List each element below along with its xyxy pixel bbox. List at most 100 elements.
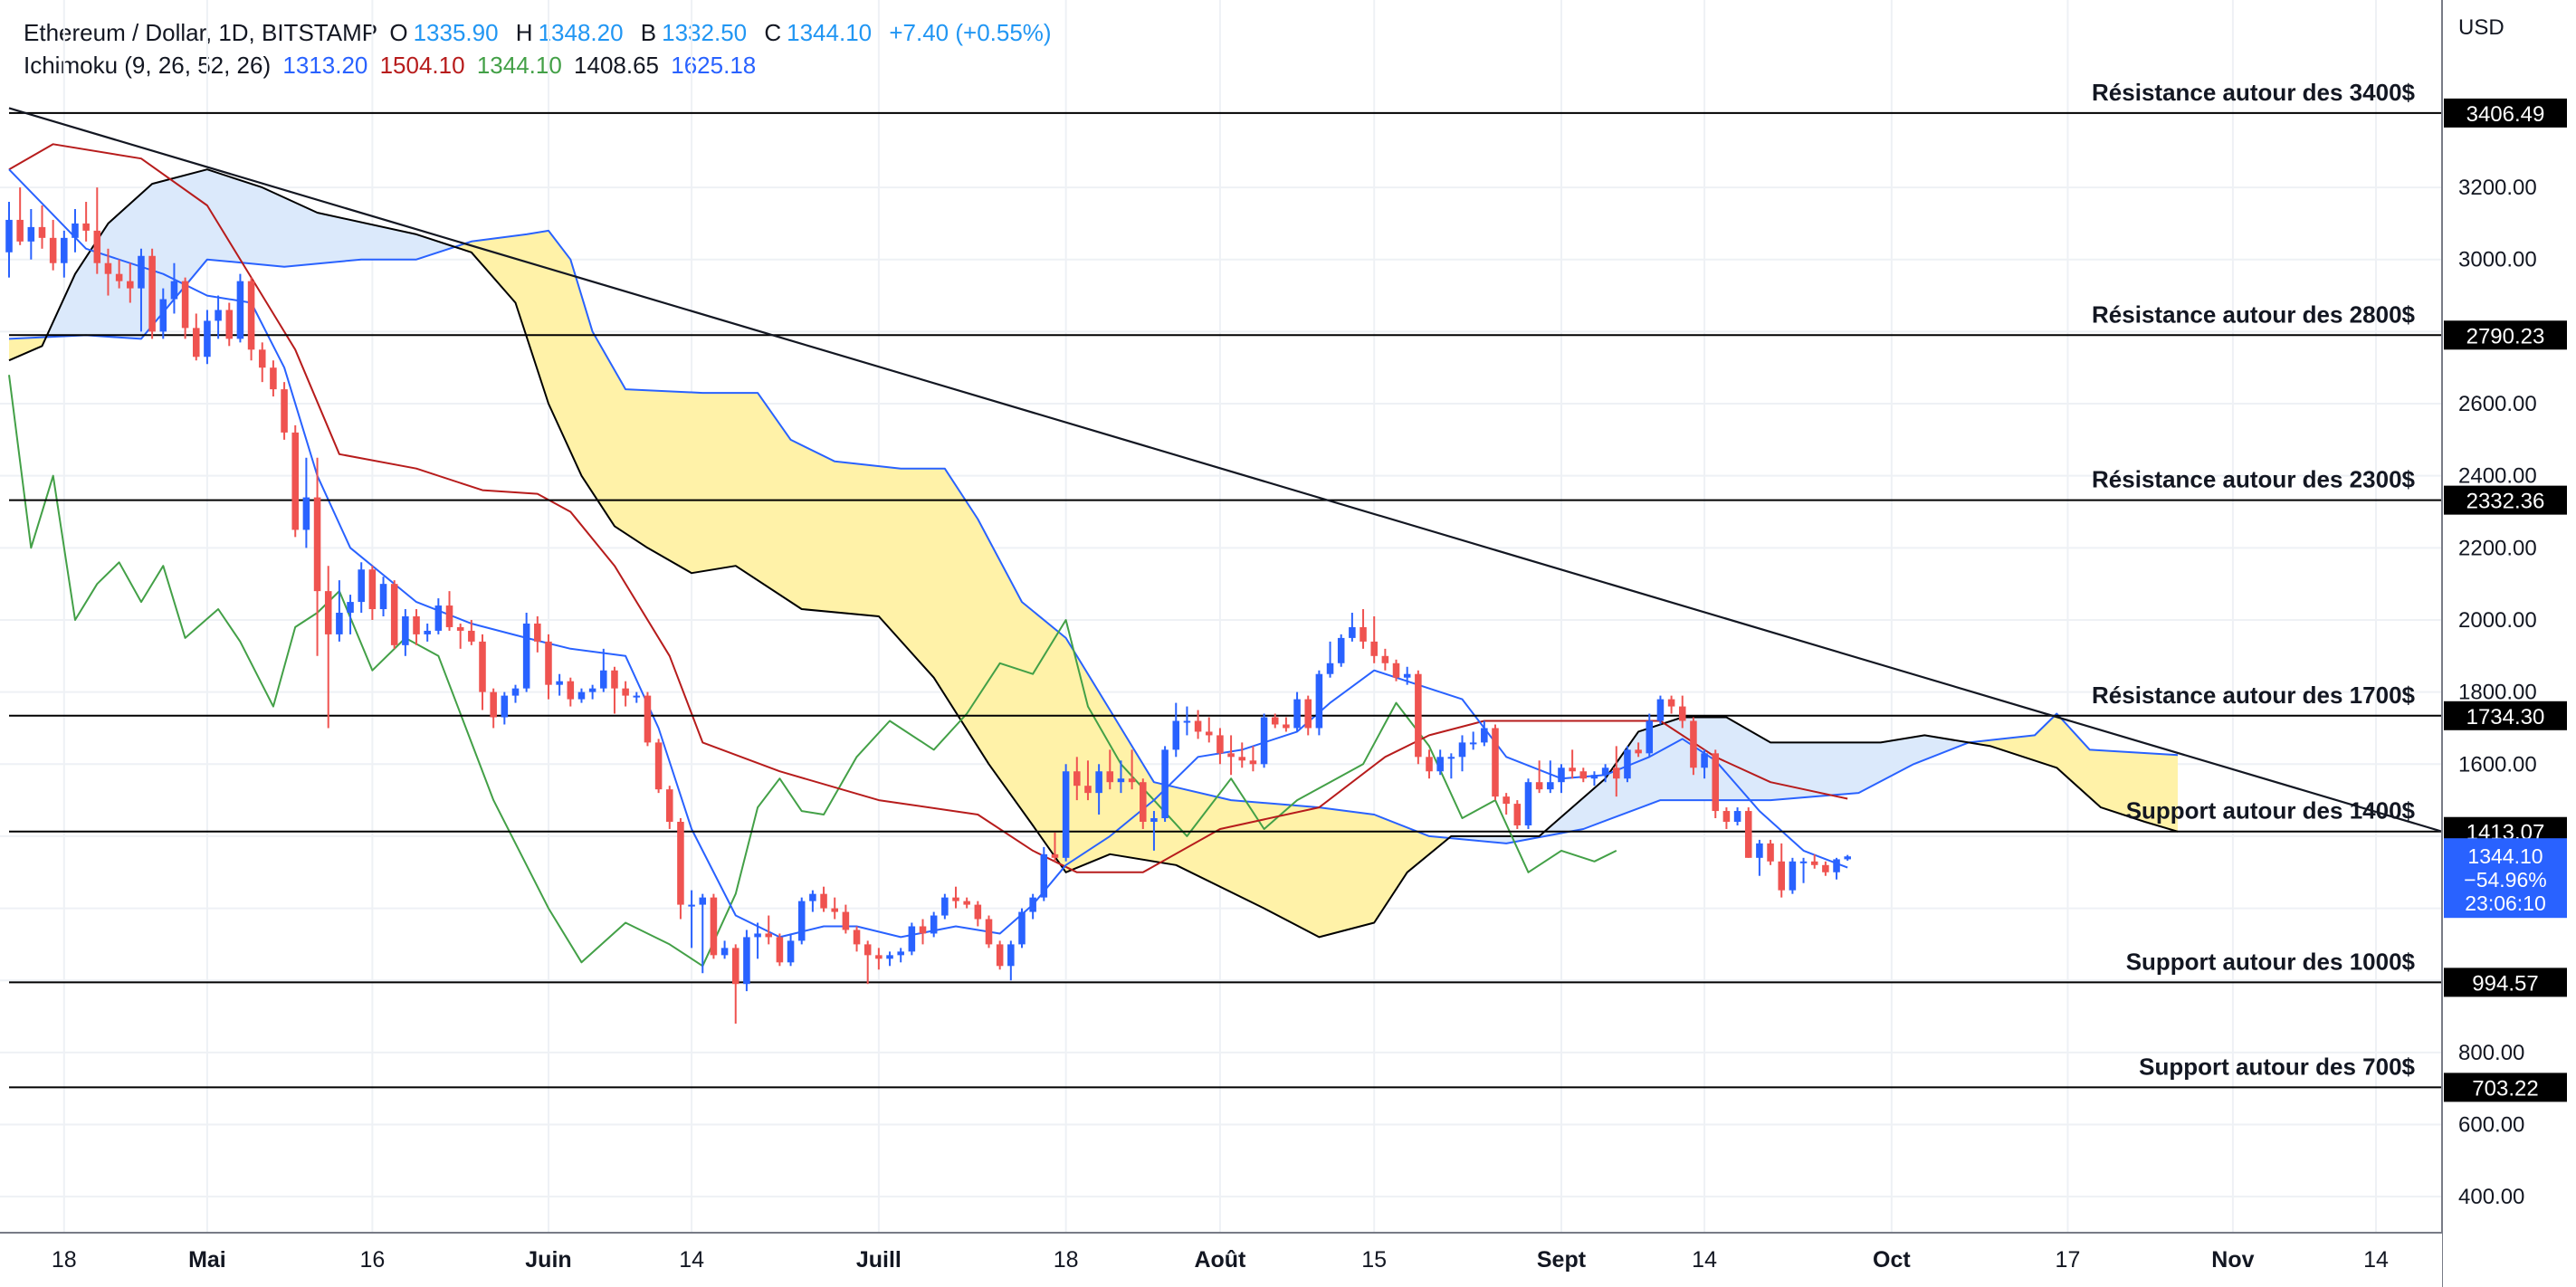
candle-body[interactable] <box>204 320 211 358</box>
candle-body[interactable] <box>1260 717 1268 765</box>
candle-body[interactable] <box>1503 796 1510 805</box>
candle-body[interactable] <box>809 893 816 901</box>
candle-body[interactable] <box>490 691 497 718</box>
candle-body[interactable] <box>302 497 310 530</box>
candle-body[interactable] <box>291 432 300 530</box>
candle-body[interactable] <box>1712 753 1720 812</box>
candle-body[interactable] <box>1062 771 1070 858</box>
candle-body[interactable] <box>127 281 134 289</box>
candle-body[interactable] <box>1128 778 1136 783</box>
candle-body[interactable] <box>1744 811 1752 858</box>
candle-body[interactable] <box>863 944 872 956</box>
candle-body[interactable] <box>148 255 156 332</box>
candle-body[interactable] <box>1690 720 1697 768</box>
candle-body[interactable] <box>1183 720 1191 723</box>
candle-body[interactable] <box>511 688 520 696</box>
candle-body[interactable] <box>1722 811 1731 822</box>
level-price-tag[interactable] <box>2444 320 2567 350</box>
candle-body[interactable] <box>358 569 365 603</box>
candle-body[interactable] <box>765 933 773 938</box>
candle-body[interactable] <box>654 742 663 790</box>
candle-body[interactable] <box>1349 626 1356 638</box>
candle-body[interactable] <box>1833 859 1840 872</box>
candle-body[interactable] <box>556 681 563 685</box>
candle-body[interactable] <box>27 226 35 242</box>
candle-body[interactable] <box>390 584 398 645</box>
candle-body[interactable] <box>1513 804 1522 825</box>
candle-body[interactable] <box>1018 911 1026 945</box>
candle-body[interactable] <box>1646 720 1654 754</box>
candle-body[interactable] <box>1271 717 1279 725</box>
candle-body[interactable] <box>1283 724 1290 729</box>
candle-body[interactable] <box>501 695 509 718</box>
candle-body[interactable] <box>919 926 927 934</box>
candle-body[interactable] <box>159 299 167 332</box>
candle-body[interactable] <box>456 626 464 631</box>
candle-body[interactable] <box>434 605 443 631</box>
candle-body[interactable] <box>963 901 970 905</box>
candle-body[interactable] <box>677 822 684 905</box>
candle-body[interactable] <box>1392 663 1400 678</box>
candle-body[interactable] <box>1458 742 1466 758</box>
trendline-line[interactable] <box>8 107 2443 833</box>
level-price-tag[interactable] <box>2444 98 2567 128</box>
candle-body[interactable] <box>347 602 354 614</box>
candle-body[interactable] <box>1051 853 1059 858</box>
candle-body[interactable] <box>424 630 431 634</box>
candle-body[interactable] <box>1403 673 1411 678</box>
candle-body[interactable] <box>225 310 234 339</box>
candle-body[interactable] <box>952 897 959 901</box>
candle-body[interactable] <box>908 926 916 952</box>
candle-body[interactable] <box>720 948 729 956</box>
candle-body[interactable] <box>1040 853 1048 898</box>
candle-body[interactable] <box>534 623 541 642</box>
candle-body[interactable] <box>313 497 321 592</box>
candle-body[interactable] <box>368 569 377 610</box>
candle-body[interactable] <box>611 670 618 689</box>
candle-body[interactable] <box>1140 782 1147 822</box>
candle-body[interactable] <box>1481 728 1488 743</box>
level-price-tag[interactable] <box>2444 701 2567 730</box>
candle-body[interactable] <box>1315 673 1323 729</box>
candle-body[interactable] <box>16 219 24 242</box>
candle-body[interactable] <box>1789 861 1797 891</box>
candle-body[interactable] <box>1117 778 1125 783</box>
candle-body[interactable] <box>1492 728 1499 797</box>
candle-body[interactable] <box>1579 771 1588 779</box>
candle-body[interactable] <box>831 908 838 912</box>
candle-body[interactable] <box>236 281 244 339</box>
candle-body[interactable] <box>1029 897 1036 912</box>
candle-body[interactable] <box>215 310 222 321</box>
candle-body[interactable] <box>1547 782 1554 790</box>
candle-body[interactable] <box>545 641 552 685</box>
candle-body[interactable] <box>1073 771 1081 786</box>
candle-body[interactable] <box>1205 731 1213 736</box>
candle-body[interactable] <box>1590 775 1598 779</box>
candle-body[interactable] <box>1635 749 1642 754</box>
candle-body[interactable] <box>1535 782 1543 790</box>
candle-body[interactable] <box>258 349 266 368</box>
candle-body[interactable] <box>1469 742 1477 745</box>
candle-body[interactable] <box>644 695 652 743</box>
candle-body[interactable] <box>170 281 178 300</box>
candle-body[interactable] <box>1249 760 1257 765</box>
candle-body[interactable] <box>1767 843 1774 862</box>
candle-body[interactable] <box>897 951 904 956</box>
candle-body[interactable] <box>1810 861 1818 865</box>
candle-body[interactable] <box>181 281 189 329</box>
candle-body[interactable] <box>1799 861 1808 863</box>
candle-body[interactable] <box>1778 861 1785 891</box>
candle-body[interactable] <box>479 641 486 692</box>
candle-body[interactable] <box>379 584 387 610</box>
candle-body[interactable] <box>5 219 13 253</box>
candle-body[interactable] <box>930 915 938 934</box>
candle-body[interactable] <box>93 230 101 263</box>
candle-body[interactable] <box>1106 771 1114 783</box>
candle-body[interactable] <box>1678 706 1686 721</box>
candle-body[interactable] <box>600 670 607 689</box>
candle-body[interactable] <box>1194 720 1202 732</box>
candle-body[interactable] <box>1558 767 1565 783</box>
candle-body[interactable] <box>820 893 827 909</box>
candle-body[interactable] <box>445 605 453 627</box>
